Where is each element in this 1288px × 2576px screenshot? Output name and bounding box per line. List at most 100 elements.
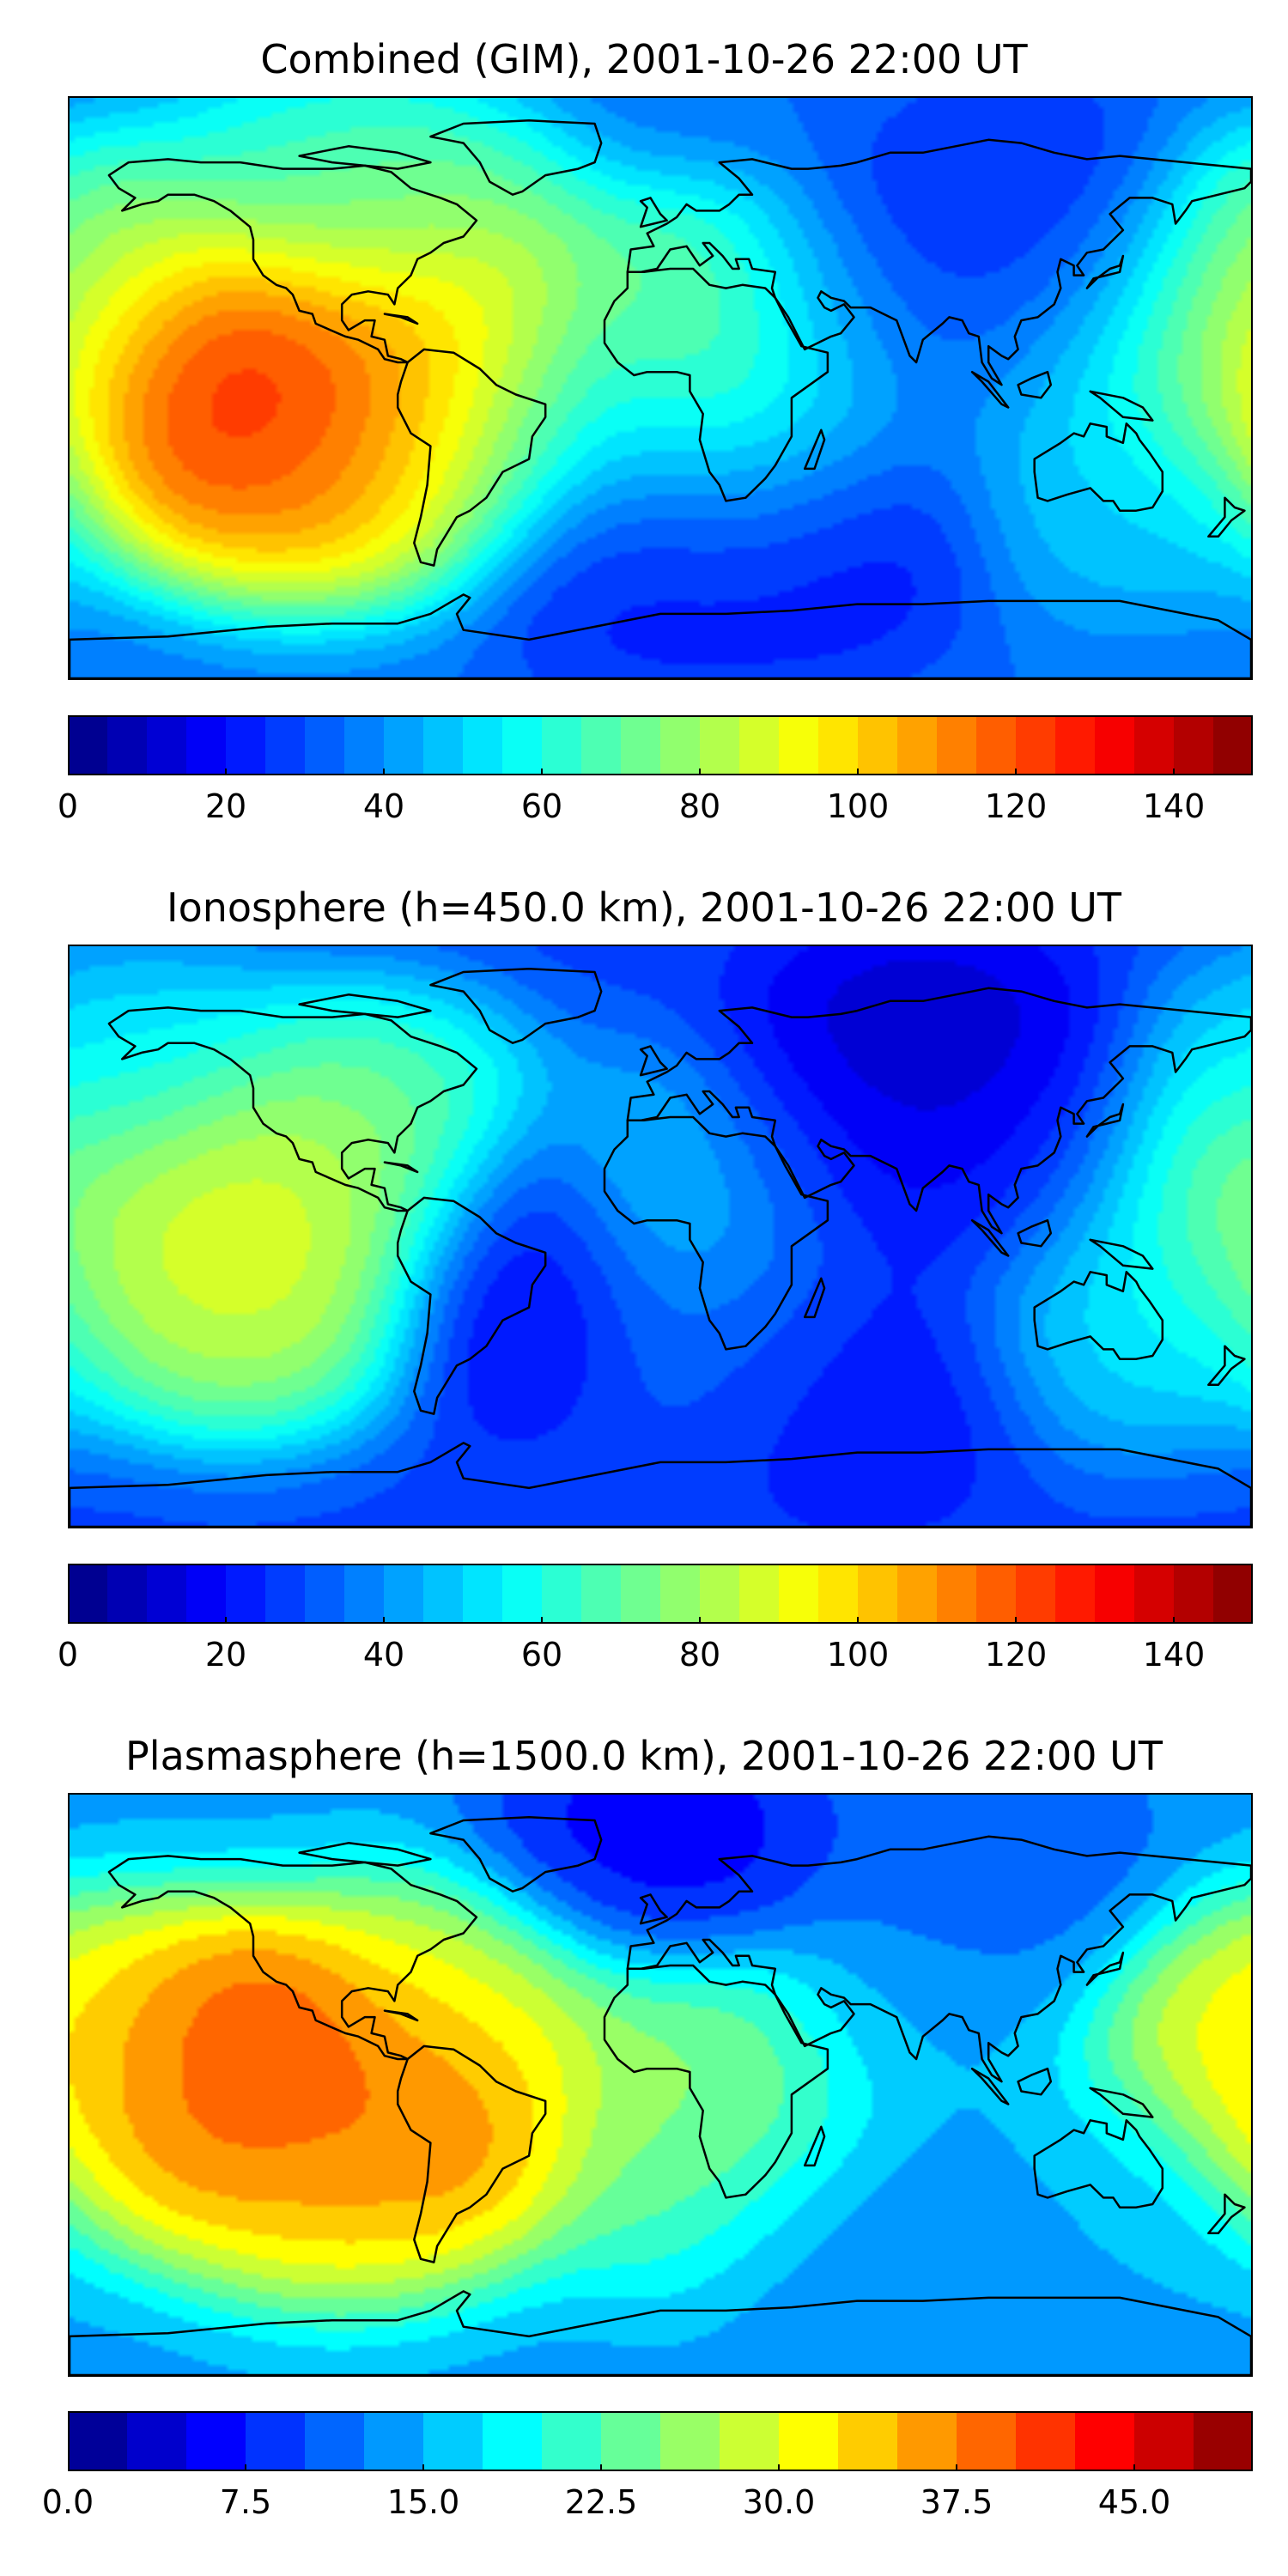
colorbar-segment	[463, 1564, 503, 1624]
coastline	[396, 2044, 547, 2263]
colorbar-segment	[542, 1564, 582, 1624]
coastline	[970, 1218, 1010, 1257]
colorbar-segment	[1134, 1564, 1175, 1624]
coastline	[1017, 2067, 1053, 2096]
colorbar-tick-label: 20	[204, 787, 247, 825]
coastline	[626, 1835, 1251, 2083]
panel-3-colorbar	[67, 2411, 1254, 2471]
coastline	[803, 428, 826, 471]
colorbar-segment	[384, 715, 424, 775]
colorbar-segment	[1055, 1564, 1096, 1624]
colorbar-segment	[1055, 715, 1096, 775]
colorbar-segment	[127, 2411, 187, 2471]
colorbar-tick-label: 20	[204, 1636, 247, 1674]
colorbar-segment	[186, 715, 227, 775]
colorbar-segment	[305, 1564, 345, 1624]
colorbar-segment	[976, 715, 1017, 775]
colorbar-segment	[483, 2411, 543, 2471]
coastline	[639, 1045, 668, 1077]
panel-2-title: Ionosphere (h=450.0 km), 2001-10-26 22:0…	[167, 884, 1121, 931]
colorbar-segment	[739, 1564, 780, 1624]
colorbar-segment	[265, 1564, 306, 1624]
colorbar-segment	[107, 1564, 148, 1624]
colorbar-segment	[957, 2411, 1017, 2471]
colorbar-tick-label: 80	[678, 1636, 721, 1674]
coastline	[626, 987, 1251, 1235]
coastline	[70, 2290, 1251, 2375]
coastline	[639, 197, 668, 228]
coastline	[383, 313, 419, 325]
colorbar-segment	[1194, 2411, 1254, 2471]
coastline	[803, 2125, 826, 2167]
colorbar-segment	[937, 1564, 977, 1624]
colorbar-segment	[107, 715, 148, 775]
colorbar-tick-label: 140	[1142, 787, 1206, 825]
colorbar-tick-label: 100	[826, 787, 890, 825]
colorbar-segment	[423, 715, 464, 775]
panel-3-map	[68, 1793, 1253, 2377]
coastline	[1207, 2193, 1246, 2235]
coastline	[107, 1006, 478, 1212]
colorbar-segment	[68, 2411, 128, 2471]
colorbar-segment	[581, 715, 622, 775]
coastline	[429, 1816, 603, 1893]
colorbar-segment	[502, 1564, 543, 1624]
colorbar-tick-label: 0	[57, 787, 79, 825]
colorbar-tick-label: 0	[57, 1636, 79, 1674]
map-svg	[70, 1795, 1251, 2375]
coastline	[1017, 1218, 1053, 1248]
coastline	[383, 1161, 419, 1174]
coastline	[970, 370, 1010, 409]
colorbar-segment	[364, 2411, 424, 2471]
coastline	[298, 993, 432, 1018]
colorbar-tick-label: 7.5	[219, 2483, 272, 2521]
coastline	[383, 2009, 419, 2022]
colorbar-segment	[1016, 715, 1056, 775]
coastline	[603, 1115, 829, 1351]
colorbar-svg	[67, 2411, 1254, 2471]
colorbar-segment	[344, 1564, 385, 1624]
colorbar-tick-label: 22.5	[564, 2483, 638, 2521]
coastline	[1085, 1103, 1125, 1138]
coastline	[603, 1964, 829, 2199]
map-svg	[70, 946, 1251, 1527]
colorbar-segment	[897, 715, 938, 775]
colorbar-segment	[542, 2411, 602, 2471]
colorbar-segment	[68, 715, 108, 775]
colorbar-tick-label: 60	[520, 1636, 563, 1674]
coastline	[298, 145, 432, 170]
colorbar-segment	[1095, 1564, 1135, 1624]
colorbar-segment	[700, 1564, 740, 1624]
coastline	[603, 267, 829, 502]
colorbar-segment	[186, 1564, 227, 1624]
colorbar-tick-label: 15.0	[386, 2483, 460, 2521]
coastline	[70, 593, 1251, 678]
colorbar-segment	[147, 1564, 187, 1624]
colorbar-segment	[305, 2411, 365, 2471]
coastline	[1207, 1345, 1246, 1387]
colorbar-svg	[67, 1564, 1254, 1624]
colorbar-segment	[720, 2411, 780, 2471]
colorbar-segment	[818, 715, 859, 775]
colorbar-tick-label: 120	[984, 1636, 1048, 1674]
colorbar-tick-label: 80	[678, 787, 721, 825]
colorbar-segment	[1174, 1564, 1214, 1624]
contour-field	[70, 1795, 1251, 2375]
colorbar-segment	[186, 2411, 246, 2471]
map-svg	[70, 98, 1251, 678]
colorbar-segment	[818, 1564, 859, 1624]
colorbar-segment	[897, 2411, 957, 2471]
colorbar-segment	[937, 715, 977, 775]
coastline	[429, 119, 603, 196]
coastline	[396, 348, 547, 567]
colorbar-segment	[1174, 715, 1214, 775]
colorbar-segment	[344, 715, 385, 775]
colorbar-segment	[1134, 715, 1175, 775]
colorbar-frame	[68, 715, 1253, 775]
colorbar-segment	[502, 715, 543, 775]
colorbar-segment	[1016, 2411, 1076, 2471]
coastline	[70, 1442, 1251, 1527]
coastline	[970, 2067, 1010, 2105]
colorbar-segment	[265, 715, 306, 775]
coastline	[1033, 1271, 1164, 1360]
